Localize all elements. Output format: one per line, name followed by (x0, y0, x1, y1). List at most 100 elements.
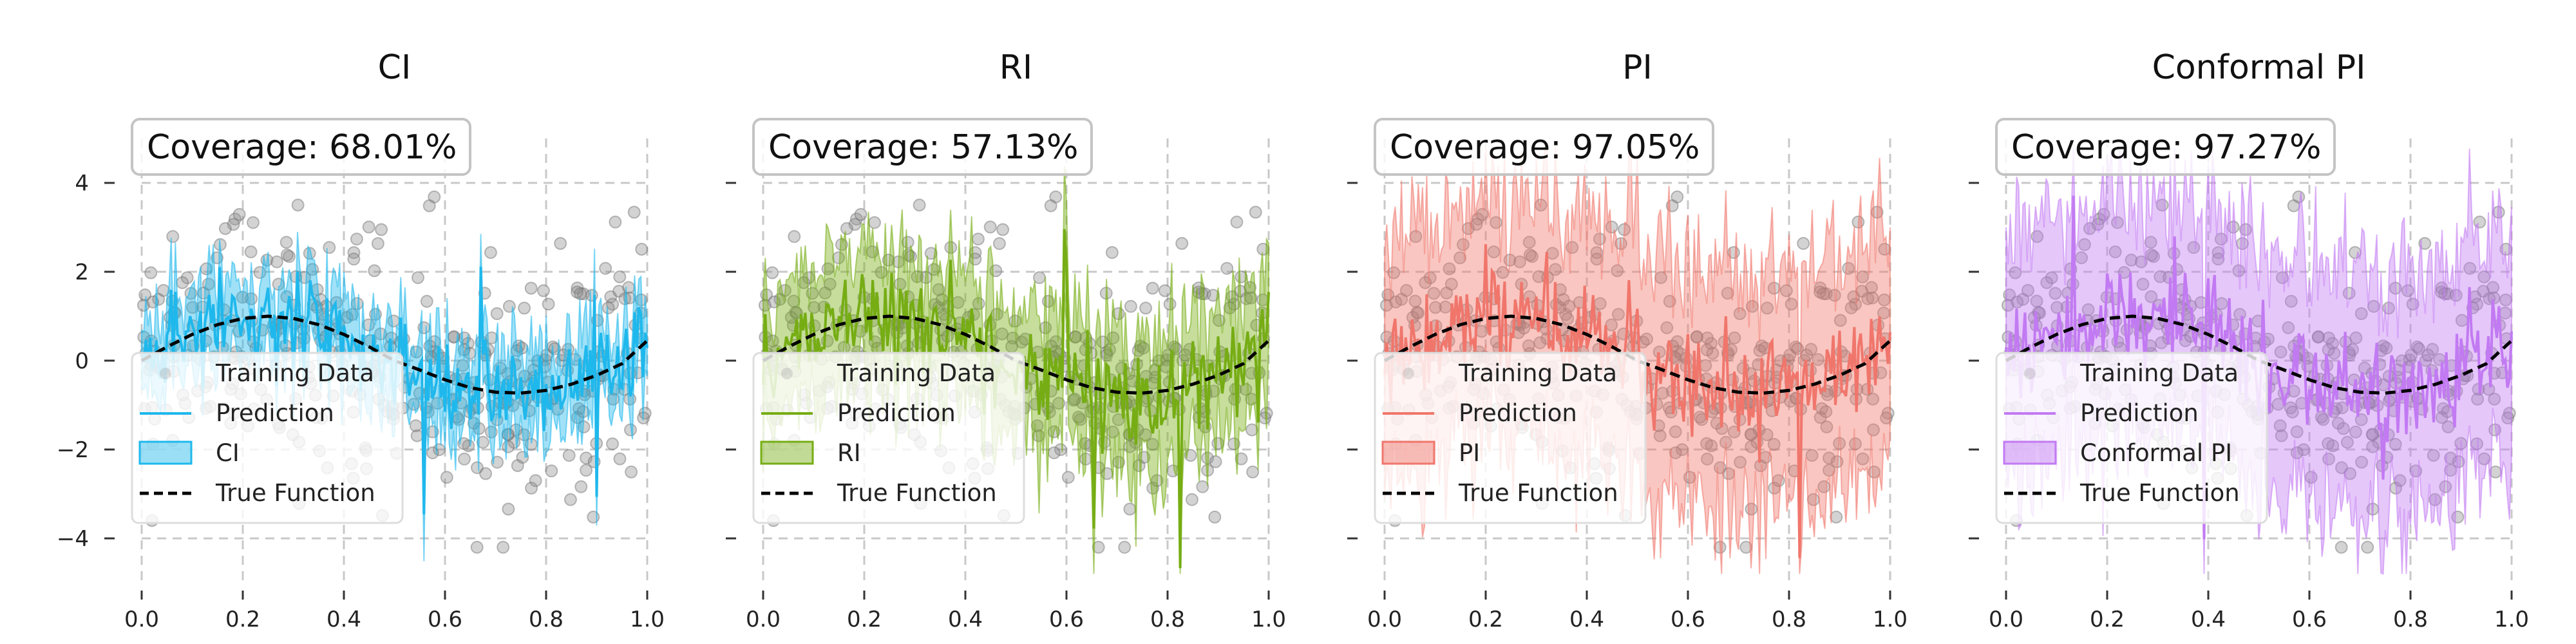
training-point (471, 461, 484, 475)
training-point (1230, 215, 1244, 229)
training-point (2325, 337, 2339, 350)
training-point (280, 248, 294, 261)
training-point (1249, 205, 1262, 219)
legend-label: True Function (2079, 479, 2240, 507)
training-point (1105, 246, 1119, 260)
training-point (1118, 540, 1132, 554)
training-point (1440, 287, 1454, 299)
legend-label: True Function (215, 479, 375, 507)
training-point (854, 208, 867, 221)
training-point (1517, 321, 1531, 335)
training-point (1866, 392, 1880, 406)
training-point (1767, 438, 1781, 451)
training-point (1797, 237, 1810, 250)
training-point (819, 287, 832, 299)
training-point (1671, 335, 1684, 348)
training-point (1399, 284, 1413, 297)
x-tick-label: 1.0 (1251, 607, 1286, 632)
training-point (362, 220, 375, 234)
training-point (502, 440, 515, 453)
training-point (1429, 301, 1442, 314)
training-point (2273, 419, 2287, 433)
y-tick-label: −2 (57, 437, 89, 463)
training-point (601, 301, 615, 315)
x-tick-label: 0.0 (1367, 607, 1402, 632)
training-point (868, 216, 881, 229)
training-point (347, 252, 361, 266)
training-point (1146, 481, 1160, 495)
training-point (2030, 294, 2043, 308)
training-point (580, 464, 593, 477)
training-point (291, 198, 305, 212)
coverage-box (131, 118, 471, 176)
training-point (562, 449, 576, 462)
training-point (2001, 299, 2014, 312)
training-point (1475, 208, 1489, 221)
coverage-label: Coverage: 68.01% (147, 128, 457, 167)
training-point (420, 294, 433, 308)
training-point (1379, 299, 1393, 312)
training-point (604, 290, 618, 303)
training-point (1868, 465, 1881, 478)
training-point (790, 307, 803, 320)
training-point (440, 471, 453, 484)
training-point (1728, 331, 1741, 345)
training-point (1812, 353, 1825, 366)
training-point (1526, 250, 1539, 263)
training-point (270, 255, 283, 269)
training-point (2365, 428, 2379, 441)
training-point (1559, 308, 1573, 321)
training-point (2016, 292, 2030, 306)
training-point (1557, 293, 1570, 307)
training-point (2354, 307, 2368, 320)
x-tick-label: 0.8 (1150, 607, 1185, 632)
training-point (1611, 264, 1624, 278)
training-point (571, 285, 584, 299)
training-point (2426, 343, 2439, 356)
training-point (2287, 199, 2300, 213)
training-point (1612, 308, 1625, 321)
training-point (347, 246, 361, 260)
training-point (564, 493, 577, 506)
training-point (1049, 190, 1063, 204)
training-point (2211, 252, 2225, 266)
training-point (1745, 440, 1758, 453)
training-point (1562, 299, 1576, 313)
training-point (2361, 540, 2374, 554)
training-point (1819, 405, 1833, 419)
legend-label: True Function (1458, 479, 1618, 507)
training-point (1865, 281, 1879, 294)
training-point (2282, 321, 2295, 334)
x-tick-label: 0.4 (948, 607, 983, 632)
training-point (1387, 266, 1401, 279)
training-point (1427, 287, 1441, 300)
training-point (1755, 339, 1768, 353)
training-point (580, 451, 593, 465)
training-point (2419, 354, 2432, 367)
training-point (1139, 301, 1153, 315)
training-point (2344, 467, 2357, 480)
training-point (2097, 208, 2110, 221)
training-point (502, 502, 515, 516)
training-point (848, 218, 862, 231)
training-point (1701, 452, 1714, 466)
training-point (1745, 428, 1758, 442)
training-point (176, 276, 189, 289)
training-point (1068, 392, 1081, 406)
legend: Training Data Prediction PI True Function (1374, 352, 1647, 524)
training-point (849, 213, 863, 226)
legend-swatch-points (1403, 368, 1414, 379)
training-point (350, 232, 363, 246)
training-point (1522, 236, 1536, 249)
training-point (1820, 420, 1833, 433)
legend-label: Training Data (1458, 359, 1617, 387)
training-point (832, 251, 846, 265)
training-point (2405, 348, 2418, 362)
coverage-label: Coverage: 97.05% (1390, 128, 1700, 167)
x-tick-label: 1.0 (1873, 607, 1908, 632)
training-point (1814, 285, 1827, 299)
training-point (2436, 402, 2450, 415)
legend-swatch-points (2024, 368, 2036, 379)
training-point (2471, 392, 2485, 406)
